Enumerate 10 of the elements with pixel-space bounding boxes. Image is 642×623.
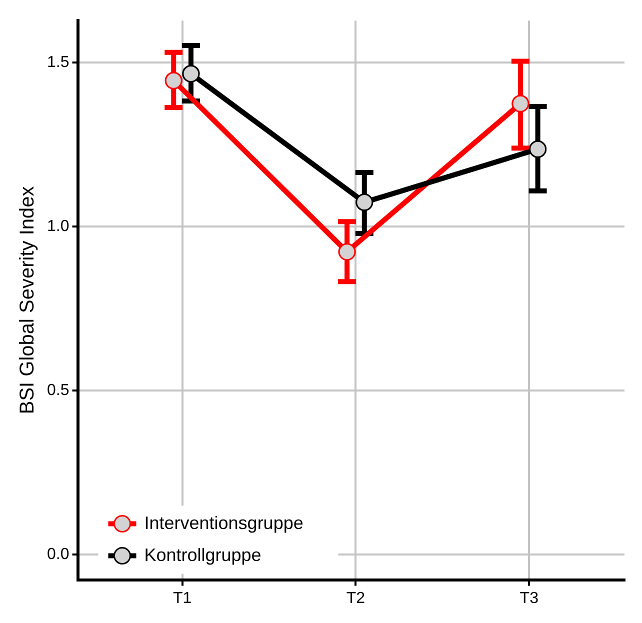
y-tick-label: 0.0 xyxy=(46,546,70,563)
legend-label: Kontrollgruppe xyxy=(144,544,262,565)
x-tick-label: T2 xyxy=(346,590,366,607)
y-tick-label: 0.5 xyxy=(46,382,70,399)
legend-label: Interventionsgruppe xyxy=(144,512,304,533)
y-tick-label: 1.5 xyxy=(46,54,70,71)
x-tick-label: T3 xyxy=(520,590,539,607)
x-tick-label: T1 xyxy=(172,590,192,607)
y-tick-label: 1.0 xyxy=(46,218,70,235)
y-axis-title: BSI Global Severity Index xyxy=(16,186,39,414)
